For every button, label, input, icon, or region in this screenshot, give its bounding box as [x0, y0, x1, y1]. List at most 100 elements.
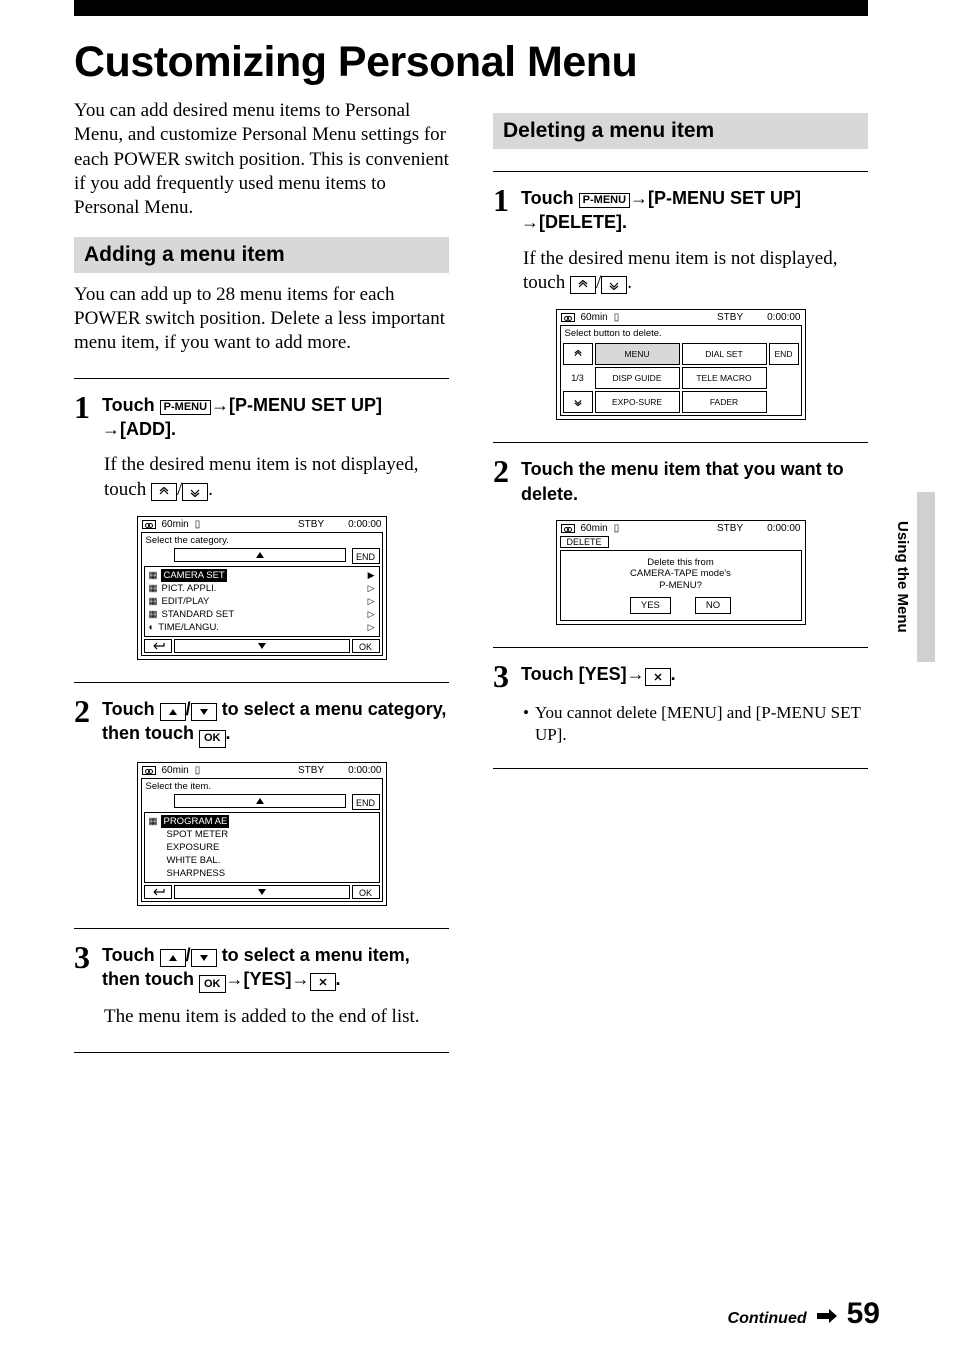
screen-category: 60min ▯ STBY 0:00:00 Select the category…: [137, 516, 387, 660]
bullet-note: • You cannot delete [MENU] and [P-MENU S…: [523, 702, 868, 746]
step-text: Touch / to select a menu item, then touc…: [102, 943, 449, 994]
screen-ok-button[interactable]: OK: [352, 639, 380, 653]
grid-cell[interactable]: DIAL SET: [682, 343, 767, 365]
separator: [74, 1052, 449, 1053]
delete-grid: MENU DIAL SET END 1/3 DISP GUIDE TELE MA…: [563, 343, 799, 413]
grid-cell[interactable]: EXPO-SURE: [595, 391, 680, 413]
item-icon: ▦: [149, 815, 158, 828]
no-button[interactable]: NO: [695, 597, 731, 614]
screen-list: ▦CAMERA SET▶ ▦PICT. APPLI.▷ ▦EDIT/PLAY▷ …: [144, 566, 380, 637]
pmenu-button[interactable]: P-MENU: [160, 400, 211, 415]
list-item[interactable]: EXPOSURE: [147, 841, 377, 854]
screen-list: ▦PROGRAM AE SPOT METER EXPOSURE WHITE BA…: [144, 812, 380, 883]
yes-button[interactable]: YES: [630, 597, 671, 614]
grid-up-button[interactable]: [563, 343, 593, 365]
list-item[interactable]: ▦PICT. APPLI.▷: [147, 582, 377, 595]
step-text: Touch [YES]→.: [521, 662, 868, 686]
step-number: 1: [74, 391, 96, 423]
status-time: 0:00:00: [348, 519, 381, 530]
separator: [493, 647, 868, 648]
list-item[interactable]: WHITE BAL.: [147, 854, 377, 867]
scroll-up-icon[interactable]: [151, 483, 177, 501]
list-item[interactable]: ▦STANDARD SET▷: [147, 608, 377, 621]
status-cassette-icon: ▯: [195, 765, 201, 776]
screen-subtitle: Select the category.: [144, 535, 380, 548]
step-text: Touch / to select a menu category, then …: [102, 697, 449, 748]
grid-end-button[interactable]: END: [769, 343, 799, 365]
item-label: STANDARD SET: [161, 608, 234, 621]
grid-cell[interactable]: MENU: [595, 343, 680, 365]
screen-end-button[interactable]: END: [352, 794, 380, 810]
status-rec: 60min: [162, 765, 189, 776]
step-number: 3: [74, 941, 96, 973]
confirm-text: Delete this from CAMERA-TAPE mode's P-ME…: [565, 557, 797, 591]
step-tail: .: [671, 664, 676, 684]
close-button-icon[interactable]: [645, 668, 671, 686]
deleting-step-1: 1 Touch P-MENU→[P-MENU SET UP] →[DELETE]…: [493, 186, 868, 420]
close-button-icon[interactable]: [310, 973, 336, 991]
scroll-down-icon[interactable]: [182, 483, 208, 501]
item-icon: ▦: [149, 595, 158, 608]
confirm-box: Delete this from CAMERA-TAPE mode's P-ME…: [560, 550, 802, 621]
list-item[interactable]: SPOT METER: [147, 828, 377, 841]
step-yes: →[YES]→: [226, 969, 310, 989]
caret-icon: ▷: [368, 621, 375, 634]
up-button-icon[interactable]: [160, 949, 186, 967]
list-item[interactable]: ▦EDIT/PLAY ▷: [147, 595, 377, 608]
status-mode: STBY: [717, 523, 743, 534]
deleting-step-3: 3 Touch [YES]→. • You cannot delete [MEN…: [493, 662, 868, 746]
up-button-icon[interactable]: [160, 703, 186, 721]
confirm-line: P-MENU?: [659, 580, 702, 591]
scroll-up-icon[interactable]: [570, 276, 596, 294]
status-time: 0:00:00: [767, 312, 800, 323]
list-item[interactable]: SHARPNESS: [147, 867, 377, 880]
caret-icon: ▷: [368, 595, 375, 608]
step-subtext: The menu item is added to the end of lis…: [104, 1005, 449, 1029]
side-tab-bar: [917, 492, 935, 662]
grid-cell[interactable]: TELE MACRO: [682, 367, 767, 389]
screen-up-button[interactable]: [174, 548, 346, 562]
item-label: EDIT/PLAY: [161, 595, 209, 608]
step-number: 2: [74, 695, 96, 727]
grid-down-button[interactable]: [563, 391, 593, 413]
continued-label: Continued: [728, 1310, 807, 1328]
status-mode: STBY: [298, 765, 324, 776]
ok-button[interactable]: OK: [199, 730, 226, 748]
tape-icon: [561, 524, 575, 533]
screen-ok-button[interactable]: OK: [352, 885, 380, 899]
screen-return-button[interactable]: [144, 639, 172, 653]
down-button-icon[interactable]: [191, 703, 217, 721]
step-prefix: Touch: [102, 699, 160, 719]
step-subtext: If the desired menu item is not displaye…: [104, 453, 449, 502]
caret-icon: ▷: [368, 582, 375, 595]
bullet-text: You cannot delete [MENU] and [P-MENU SET…: [535, 702, 868, 746]
scroll-down-icon[interactable]: [601, 276, 627, 294]
page-footer: Continued 59: [728, 1297, 880, 1331]
adding-heading: Adding a menu item: [74, 237, 449, 273]
step-tail: .: [226, 723, 231, 743]
bullet-marker: •: [523, 702, 529, 746]
screen-down-button[interactable]: [174, 639, 350, 653]
columns: You can add desired menu items to Person…: [74, 99, 868, 1066]
list-item[interactable]: ▦CAMERA SET▶: [147, 569, 377, 582]
list-item[interactable]: ▦PROGRAM AE: [147, 815, 377, 828]
separator: [74, 928, 449, 929]
step-text: Touch the menu item that you want to del…: [521, 457, 868, 506]
adding-step-2: 2 Touch / to select a menu category, the…: [74, 697, 449, 906]
screen-down-button[interactable]: [174, 885, 350, 899]
item-icon: ▦: [149, 582, 158, 595]
confirm-line: Delete this from: [647, 557, 714, 568]
screen-return-button[interactable]: [144, 885, 172, 899]
screen-delete-select: 60min ▯ STBY 0:00:00 Select button to de…: [556, 309, 806, 420]
pmenu-button[interactable]: P-MENU: [579, 193, 630, 208]
grid-cell[interactable]: FADER: [682, 391, 767, 413]
step-text: Touch P-MENU→[P-MENU SET UP] →[ADD].: [102, 393, 449, 442]
screen-up-button[interactable]: [174, 794, 346, 808]
confirm-line: CAMERA-TAPE mode's: [630, 568, 731, 579]
list-item[interactable]: ◐TIME/LANGU.▷: [147, 621, 377, 634]
down-button-icon[interactable]: [191, 949, 217, 967]
ok-button[interactable]: OK: [199, 975, 226, 993]
tape-icon: [142, 766, 156, 775]
grid-cell[interactable]: DISP GUIDE: [595, 367, 680, 389]
screen-end-button[interactable]: END: [352, 548, 380, 564]
